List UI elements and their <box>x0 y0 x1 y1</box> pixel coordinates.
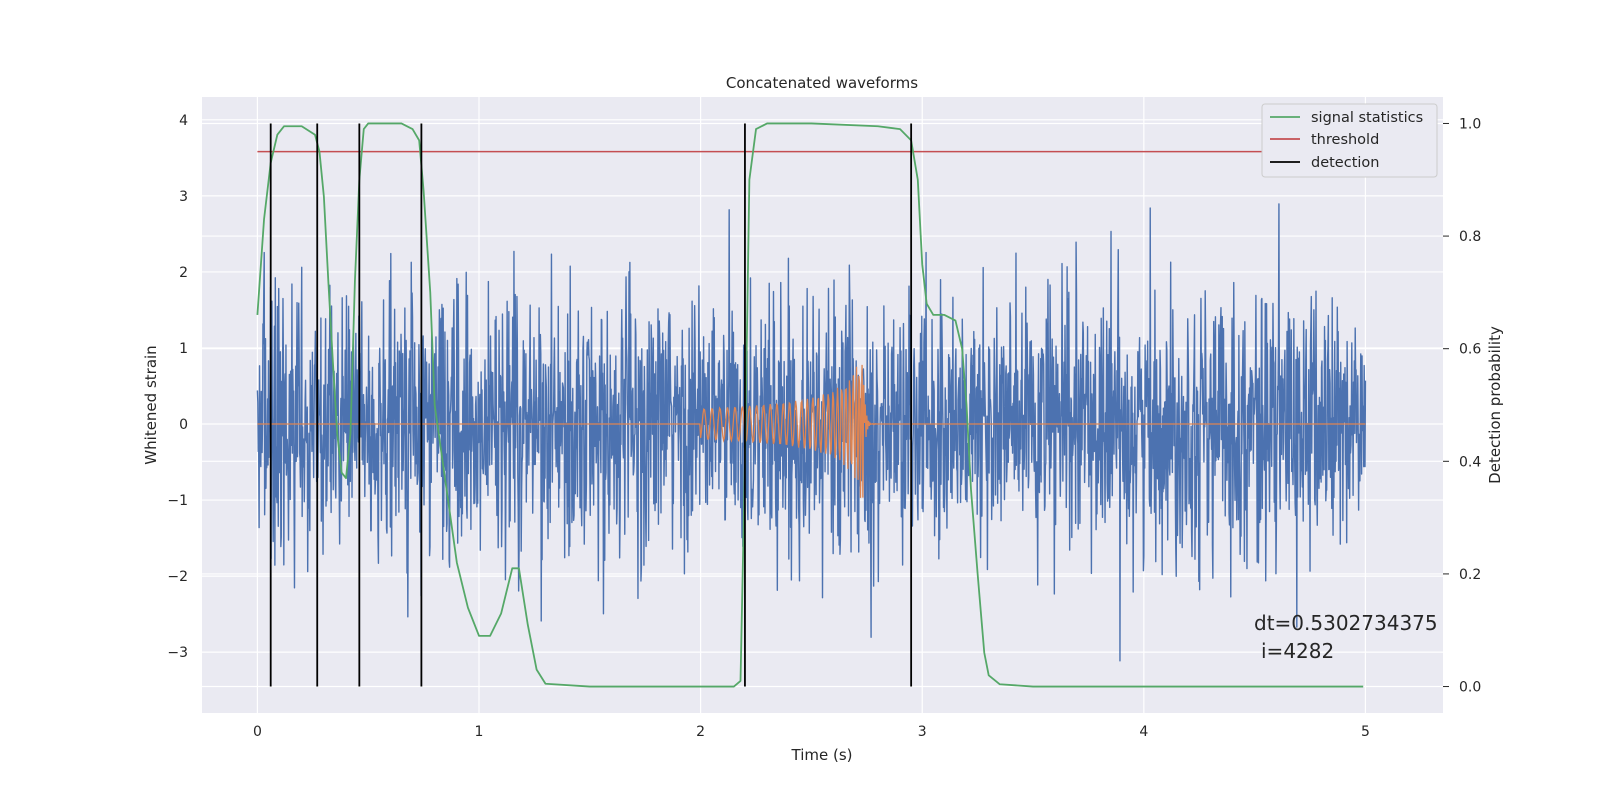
y-tick-label: 0 <box>179 417 188 433</box>
y2-tick-label: 1.0 <box>1459 116 1481 132</box>
x-tick-label: 0 <box>253 724 262 740</box>
x-axis-label: Time (s) <box>791 746 853 764</box>
y2-tick-label: 0.6 <box>1459 342 1481 358</box>
chart-title: Concatenated waveforms <box>726 74 918 92</box>
legend-threshold-label: threshold <box>1311 132 1379 148</box>
x-tick-label: 4 <box>1139 724 1148 740</box>
y-tick-label: −1 <box>167 493 188 509</box>
y-tick-label: −2 <box>167 569 188 585</box>
y-tick-label: 4 <box>179 113 188 129</box>
y-axis-label: Whitened strain <box>142 345 160 464</box>
annotation-i: i=4282 <box>1261 639 1334 663</box>
x-tick-label: 5 <box>1361 724 1370 740</box>
signal-statistics-line <box>256 122 1364 688</box>
legend-box <box>1261 103 1438 178</box>
annotation: dt=0.5302734375 i=4282 <box>1254 611 1438 663</box>
y-tick-label: −3 <box>167 645 188 661</box>
legend-statistics-label: signal statistics <box>1311 110 1423 126</box>
x-tick-label: 3 <box>918 724 927 740</box>
legend: signal statistics threshold detection <box>1261 103 1438 178</box>
x-tick-label: 1 <box>475 724 484 740</box>
y-tick-label: 1 <box>179 341 188 357</box>
annotation-dt: dt=0.5302734375 <box>1254 611 1438 635</box>
y-tick-label: 3 <box>179 189 188 205</box>
y-tick-label: 2 <box>179 265 188 281</box>
y2-axis-label: Detection probability <box>1486 326 1504 484</box>
plot-area <box>256 122 1367 688</box>
x-tick-label: 2 <box>696 724 705 740</box>
y2-tick-label: 0.8 <box>1459 229 1481 245</box>
legend-detection-label: detection <box>1311 155 1379 171</box>
y2-tick-label: 0.4 <box>1459 454 1481 470</box>
waveform-series-line <box>257 364 1366 498</box>
y2-tick-label: 0.2 <box>1459 567 1481 583</box>
axes-labels: 0 1 2 3 4 5 4 3 2 1 0 −1 −2 −3 1.0 0.8 0.6 0.4 0.2 0.0 <box>167 113 1481 740</box>
y2-tick-label: 0.0 <box>1459 680 1481 696</box>
